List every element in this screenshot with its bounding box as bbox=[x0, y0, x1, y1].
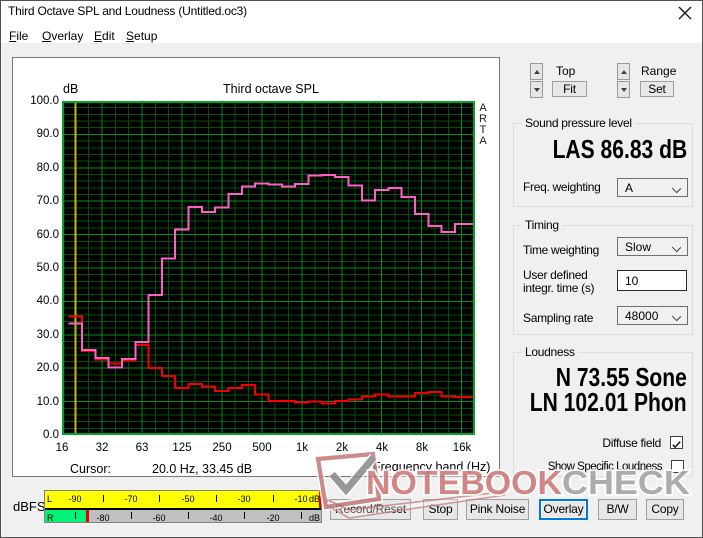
svg-text:NOTEBOOK: NOTEBOOK bbox=[366, 465, 562, 501]
svg-text:NOTEBOOK: NOTEBOOK bbox=[366, 465, 562, 501]
svg-text:CHECK: CHECK bbox=[562, 465, 690, 501]
svg-text:CHECK: CHECK bbox=[562, 465, 690, 501]
